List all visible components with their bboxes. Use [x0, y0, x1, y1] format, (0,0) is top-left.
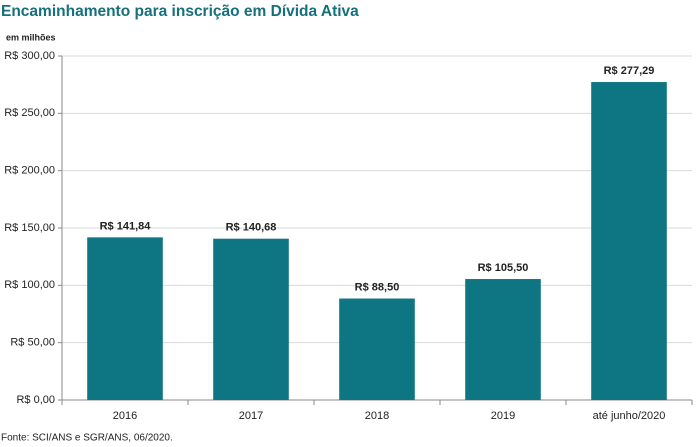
source-note: Fonte: SCI/ANS e SGR/ANS, 06/2020. [1, 433, 173, 444]
value-label: R$ 88,50 [355, 281, 400, 293]
x-tick-label: 2017 [239, 410, 263, 422]
bar [213, 238, 289, 400]
x-tick-label: 2018 [365, 410, 389, 422]
x-tick-label: 2016 [113, 410, 137, 422]
y-tick-label: R$ 0,00 [16, 394, 55, 406]
x-tick-label: 2019 [491, 410, 515, 422]
value-label: R$ 277,29 [604, 65, 655, 77]
chart-title: Encaminhamento para inscrição em Dívida … [1, 3, 359, 20]
value-label: R$ 141,84 [100, 220, 152, 232]
y-tick-label: R$ 100,00 [4, 279, 55, 291]
y-tick-label: R$ 200,00 [4, 165, 55, 177]
value-label: R$ 105,50 [478, 262, 529, 274]
bar [87, 237, 163, 400]
y-tick-label: R$ 150,00 [4, 222, 55, 234]
bar [465, 279, 541, 400]
y-tick-label: R$ 50,00 [10, 337, 55, 349]
bar [591, 82, 667, 400]
bar [339, 298, 415, 400]
chart-subtitle: em milhões [6, 32, 56, 42]
x-tick-label: até junho/2020 [593, 410, 666, 422]
y-tick-label: R$ 300,00 [4, 50, 55, 62]
y-tick-label: R$ 250,00 [4, 107, 55, 119]
value-label: R$ 140,68 [226, 222, 277, 234]
